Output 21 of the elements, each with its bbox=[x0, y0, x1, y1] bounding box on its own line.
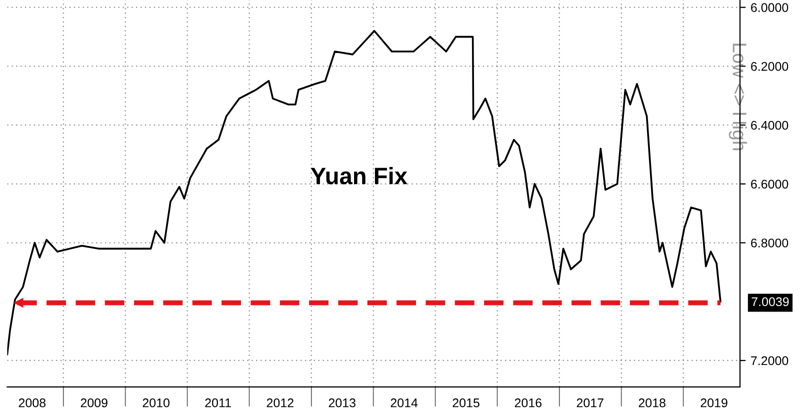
ref-line-label: 7.0039 bbox=[752, 297, 789, 306]
x-tick-label: 2008 bbox=[18, 398, 46, 408]
x-tick-label: 2014 bbox=[390, 398, 418, 408]
x-tick-label: 2011 bbox=[205, 398, 231, 408]
x-tick-label: 2019 bbox=[700, 398, 728, 408]
x-tick-label: 2017 bbox=[576, 398, 604, 408]
x-tick-label: 2013 bbox=[328, 398, 356, 408]
y-tick-label: 6.2000 bbox=[751, 62, 788, 71]
y-tick-label: 6.6000 bbox=[751, 180, 788, 189]
x-tick-label: 2015 bbox=[452, 398, 480, 408]
y-tick-label: 6.0000 bbox=[751, 3, 788, 12]
annotation: Yuan Fix bbox=[310, 167, 408, 184]
y-tick-label: 6.4000 bbox=[751, 120, 788, 130]
y-tick-label: 7.2000 bbox=[751, 356, 788, 366]
x-tick-label: 2018 bbox=[638, 398, 666, 408]
x-tick-label: 2012 bbox=[266, 398, 294, 408]
x-tick-label: 2016 bbox=[514, 398, 542, 408]
x-tick-label: 2009 bbox=[80, 398, 108, 408]
line-series bbox=[7, 30, 722, 356]
x-tick-label: 2010 bbox=[142, 398, 170, 408]
y-tick-label: 6.8000 bbox=[751, 238, 788, 248]
